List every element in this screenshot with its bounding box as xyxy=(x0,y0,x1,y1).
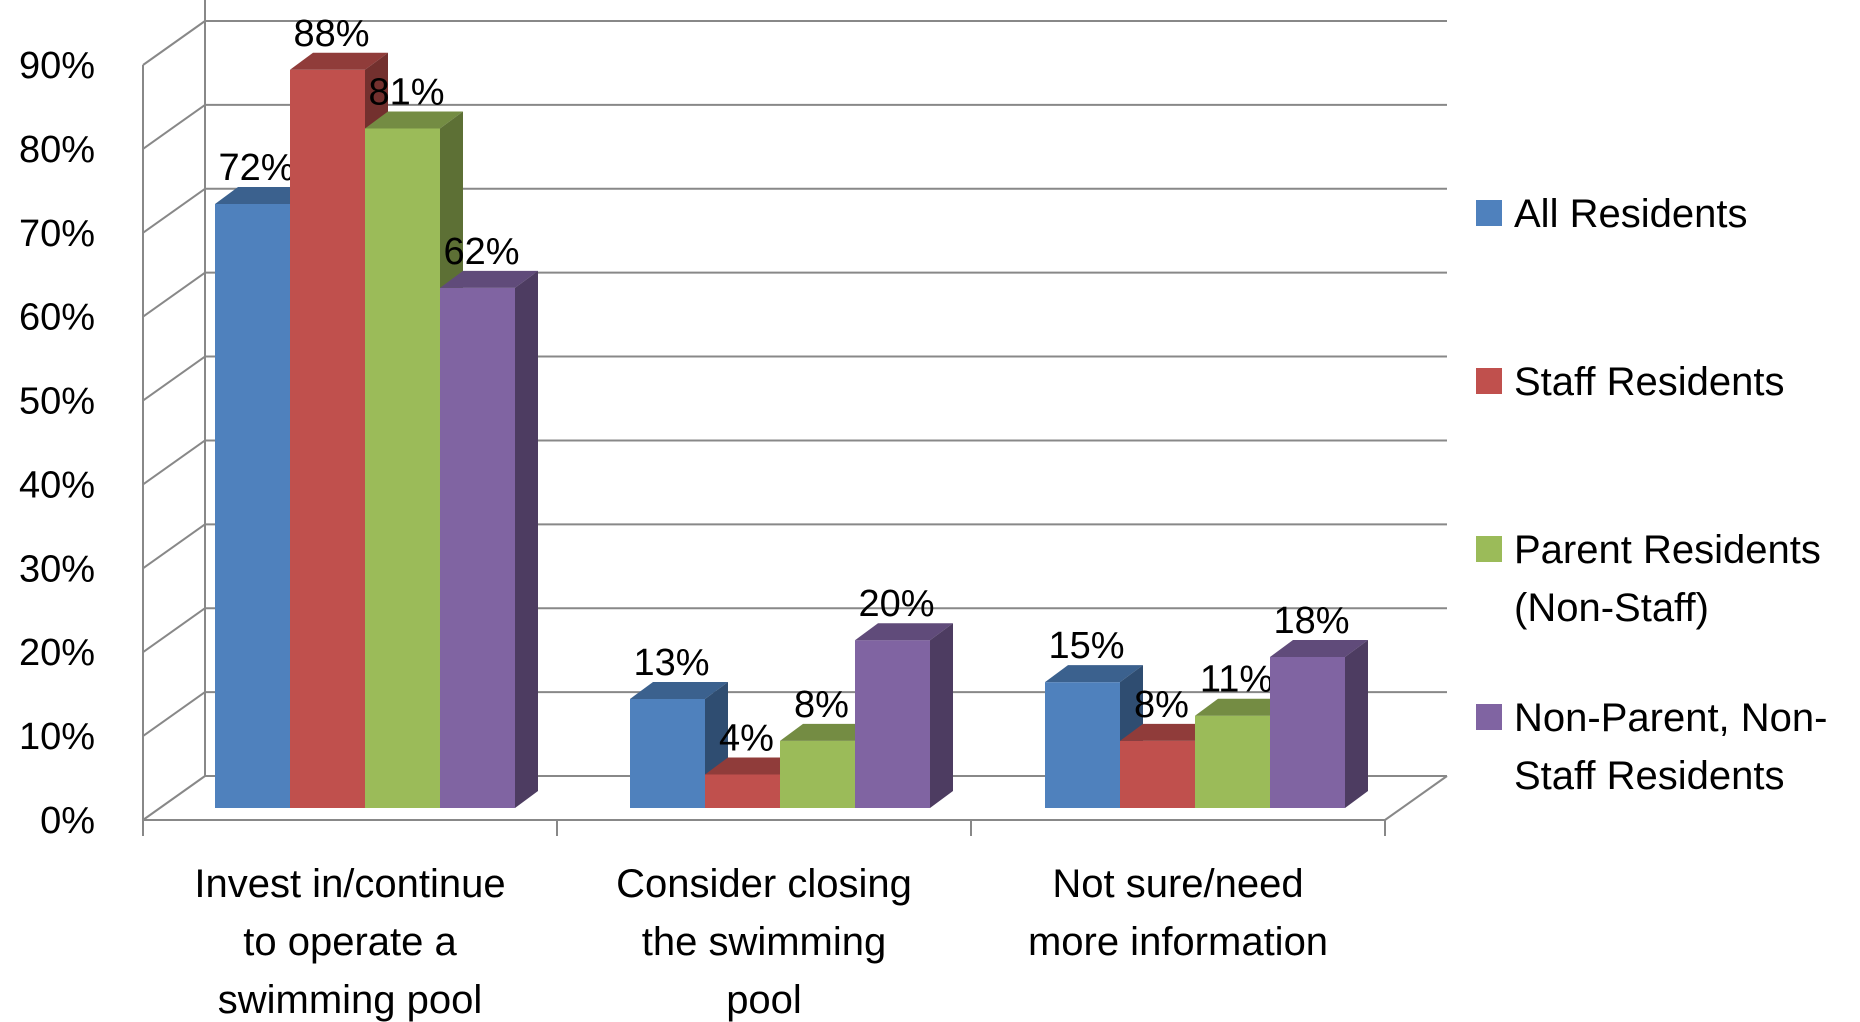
y-tick-label: 10% xyxy=(19,716,95,758)
y-tick-label: 50% xyxy=(19,381,95,423)
bar-top-face xyxy=(780,723,878,741)
y-tick-label: 60% xyxy=(19,297,95,339)
bar xyxy=(215,204,290,808)
bar xyxy=(1120,740,1195,808)
side-wall-gridline xyxy=(142,271,206,318)
legend-swatch xyxy=(1476,368,1502,394)
y-tick-label: 20% xyxy=(19,632,95,674)
y-tick-label: 70% xyxy=(19,213,95,255)
bar-top-face xyxy=(1195,698,1293,716)
y-axis: 0% 10% 20% 30% 40% 50% 60% 70% 80% 90% xyxy=(19,45,95,842)
data-label: 18% xyxy=(1273,600,1349,642)
bar-top-face xyxy=(855,623,953,641)
bar xyxy=(440,287,515,808)
category-label: swimming pool xyxy=(218,978,483,1022)
bar-top-face xyxy=(705,757,803,775)
bar-top-face xyxy=(1120,723,1218,741)
bar-top-face xyxy=(215,187,313,204)
legend-label: Non-Parent, Non- xyxy=(1514,696,1827,740)
data-label: 13% xyxy=(633,642,709,684)
bar xyxy=(855,640,930,808)
bar xyxy=(1045,682,1120,808)
data-label: 15% xyxy=(1048,625,1124,667)
legend-swatch xyxy=(1476,200,1502,226)
side-wall-gridline xyxy=(142,104,206,150)
bar xyxy=(1195,715,1270,808)
legend-label: Parent Residents xyxy=(1514,528,1821,572)
data-label: 62% xyxy=(443,231,519,273)
y-tick-label: 80% xyxy=(19,129,95,171)
legend-label: Staff Residents xyxy=(1514,754,1785,798)
bar xyxy=(365,128,440,808)
bar xyxy=(630,698,705,808)
bar-top-face xyxy=(365,111,463,129)
data-label: 8% xyxy=(1134,684,1189,726)
category-label: Consider closing xyxy=(616,862,912,906)
floor-right-edge xyxy=(1384,775,1448,821)
bar-top-face xyxy=(1270,640,1368,657)
data-label: 72% xyxy=(218,147,294,189)
y-tick-label: 0% xyxy=(40,800,95,842)
data-label: 11% xyxy=(1200,659,1273,701)
bar xyxy=(1270,657,1345,808)
bar xyxy=(780,740,855,808)
category-label: more information xyxy=(1028,920,1328,964)
bar-top-face xyxy=(290,52,388,70)
data-label: 81% xyxy=(368,72,444,114)
category-label: the swimming xyxy=(642,920,887,964)
bar-side-face xyxy=(930,623,953,808)
side-wall-gridline xyxy=(142,523,206,570)
data-label: 8% xyxy=(794,684,849,726)
legend-swatch xyxy=(1476,536,1502,562)
bar xyxy=(290,69,365,809)
bar xyxy=(705,774,780,808)
y-tick-label: 40% xyxy=(19,464,95,506)
y-tick-label: 30% xyxy=(19,548,95,590)
side-wall-gridline xyxy=(142,691,206,737)
side-wall-gridline xyxy=(142,439,206,486)
bar-top-face xyxy=(630,681,728,699)
legend-swatch xyxy=(1476,704,1502,730)
category-label: Invest in/continue xyxy=(194,862,505,906)
bar-top-face xyxy=(1045,665,1143,683)
y-tick-label: 90% xyxy=(19,45,95,87)
side-wall-gridline xyxy=(142,775,206,821)
data-label: 4% xyxy=(719,717,774,759)
side-wall-gridline xyxy=(142,355,206,402)
category-label: to operate a xyxy=(243,920,457,964)
data-label: 20% xyxy=(858,583,934,625)
side-wall-gridline xyxy=(142,187,206,234)
legend: All Residents Staff Residents Parent Resid… xyxy=(1476,192,1827,798)
chart-bars: 72% 13% 15% 88% 4% 8% 81% 8% 11% 62% 20% 18% xyxy=(215,13,1368,809)
data-label: 88% xyxy=(293,13,369,55)
bar-side-face xyxy=(515,270,538,808)
legend-label: (Non-Staff) xyxy=(1514,586,1709,630)
legend-label: Staff Residents xyxy=(1514,360,1785,404)
side-wall-gridline xyxy=(142,607,206,654)
category-label: pool xyxy=(726,978,802,1022)
side-wall-gridline xyxy=(142,20,206,66)
x-axis: Invest in/continue to operate a swimming p… xyxy=(142,820,1386,1022)
bar-top-face xyxy=(440,270,538,288)
category-label: Not sure/need xyxy=(1052,862,1303,906)
bar-side-face xyxy=(1345,640,1368,808)
legend-label: All Residents xyxy=(1514,192,1747,236)
